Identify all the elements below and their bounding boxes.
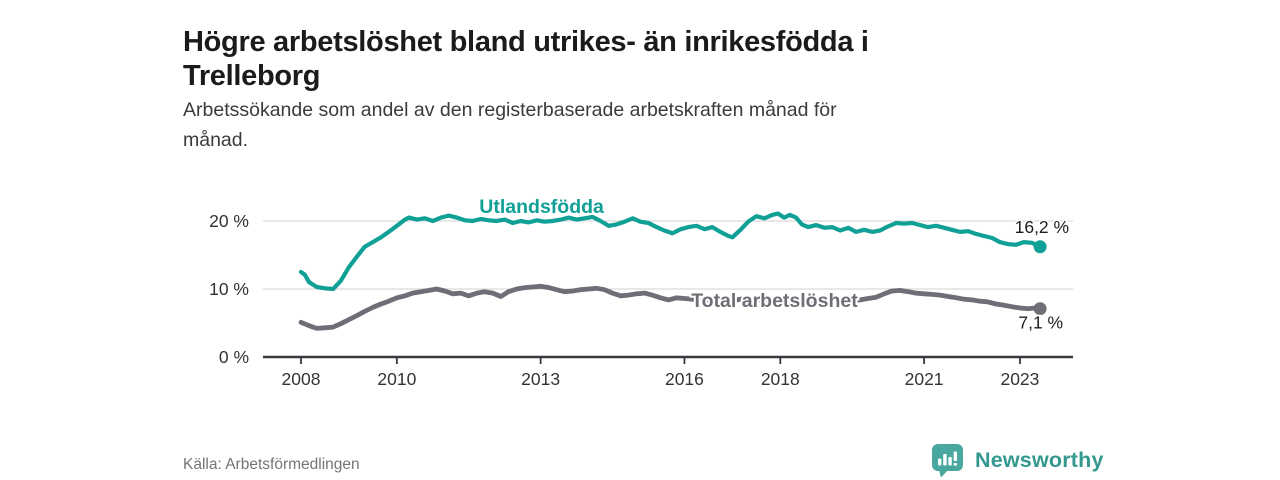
endpoint-label-0: 16,2 % — [1015, 217, 1069, 237]
series-label-1: Total arbetslöshet — [691, 290, 858, 312]
source-note: Källa: Arbetsförmedlingen — [183, 456, 360, 473]
x-tick-label: 2010 — [377, 369, 416, 389]
endpoint-label-1: 7,1 % — [1018, 313, 1063, 333]
newsworthy-wordmark: Newsworthy — [975, 448, 1104, 472]
series-label-0: Utlandsfödda — [479, 196, 604, 218]
x-tick-label: 2018 — [761, 369, 800, 389]
x-tick-label: 2023 — [1000, 369, 1039, 389]
x-tick-label: 2008 — [282, 369, 321, 389]
series-line-1 — [298, 283, 1043, 331]
page-title-line2: Trelleborg — [183, 60, 321, 93]
y-tick-label: 20 % — [209, 211, 249, 231]
series-line-0 — [298, 211, 1043, 292]
page-title-line1: Högre arbetslöshet bland utrikes- än inr… — [183, 26, 869, 59]
x-tick-label: 2021 — [905, 369, 944, 389]
chart-subtitle-line2: månad. — [183, 129, 249, 151]
page-title: Högre arbetslöshet bland utrikes- än inr… — [183, 25, 869, 93]
y-tick-label: 0 % — [219, 347, 249, 367]
x-tick-label: 2016 — [665, 369, 704, 389]
chart-subtitle: Arbetssökande som andel av den registerb… — [183, 95, 837, 155]
chart-subtitle-line1: Arbetssökande som andel av den registerb… — [183, 99, 837, 121]
y-tick-label: 10 % — [209, 279, 249, 299]
newsworthy-icon — [932, 444, 963, 478]
newsworthy-logo[interactable]: Newsworthy — [930, 443, 1104, 478]
endpoint-dot-1 — [1033, 302, 1047, 316]
endpoint-dot-0 — [1033, 240, 1047, 254]
x-tick-label: 2013 — [521, 369, 560, 389]
